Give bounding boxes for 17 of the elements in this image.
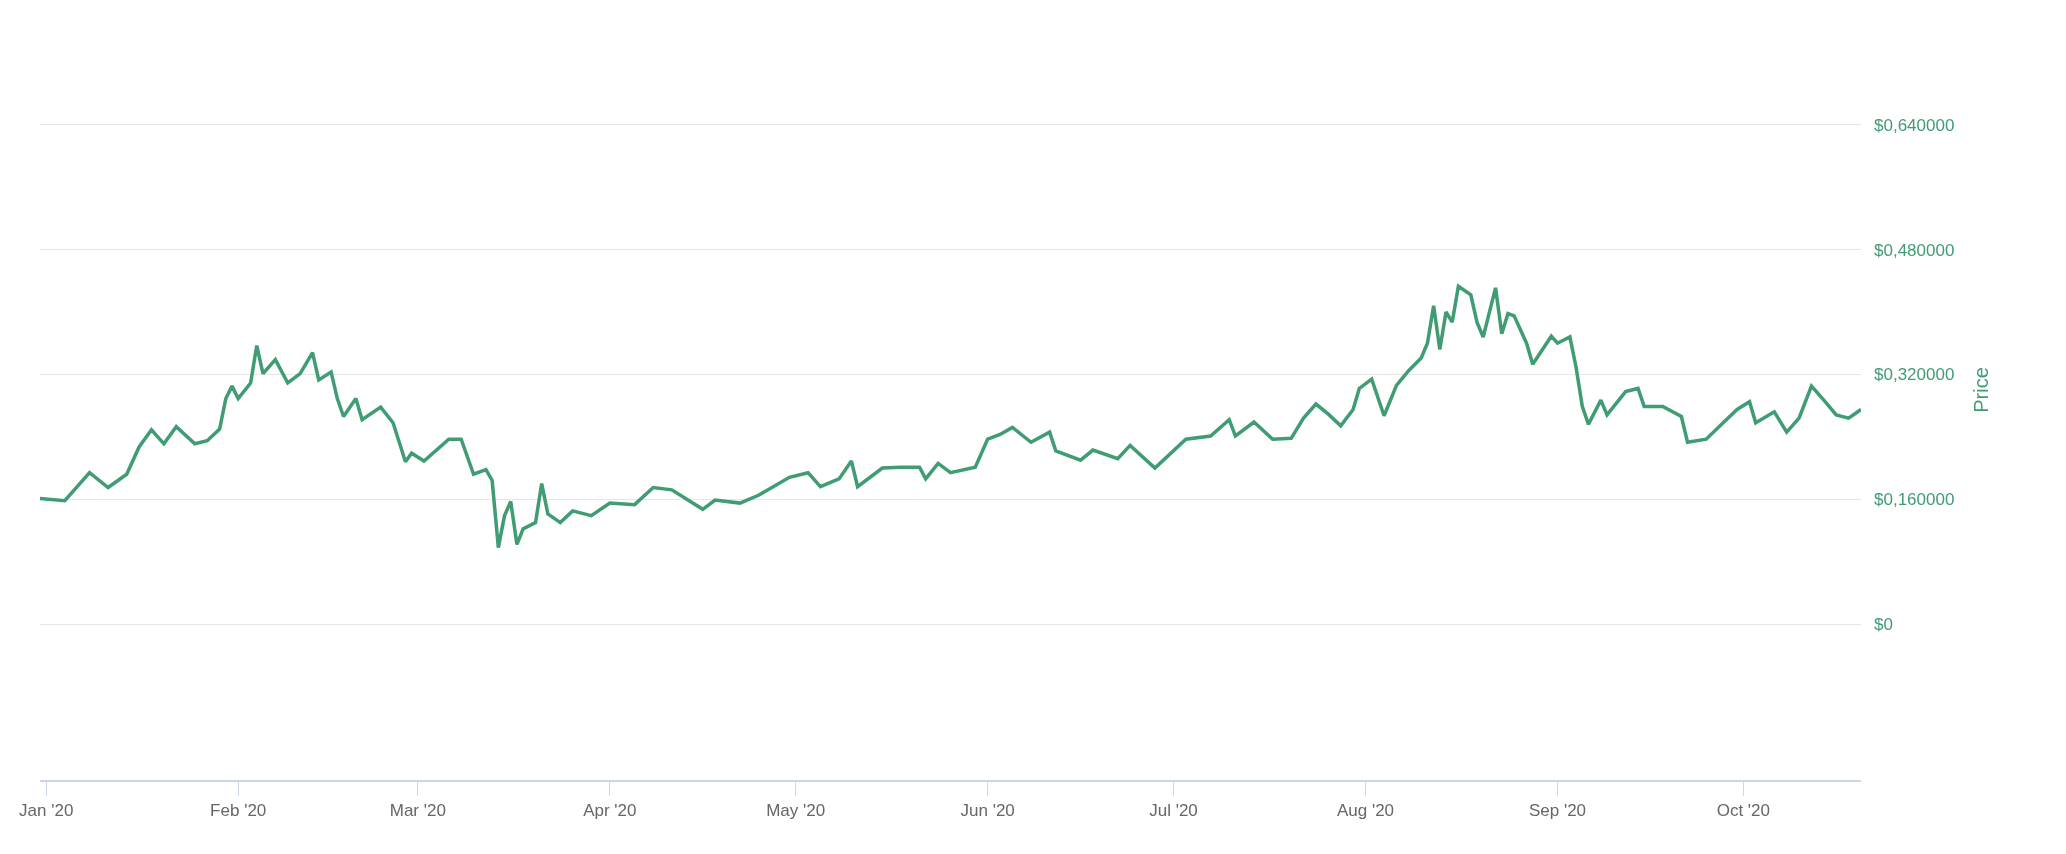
y-tick-label: $0,320000 <box>1874 365 1955 385</box>
y-tick-label: $0,160000 <box>1874 490 1955 510</box>
x-tick-label: Feb '20 <box>210 801 267 821</box>
x-tick-label: Oct '20 <box>1716 801 1770 821</box>
x-tick-label: Sep '20 <box>1528 801 1587 821</box>
y-tick-label: $0,640000 <box>1874 115 1955 135</box>
x-tick-label: Jan '20 <box>19 801 74 821</box>
x-tick-label: Aug '20 <box>1336 801 1395 821</box>
y-tick-label: $0 <box>1874 614 1893 634</box>
x-tick-label: Jun '20 <box>960 801 1015 821</box>
line-series <box>40 284 1861 550</box>
x-tick-label: Jul '20 <box>1149 801 1198 821</box>
y-axis-title: Price <box>1969 367 1992 413</box>
x-tick-label: Mar '20 <box>389 801 446 821</box>
x-tick-label: May '20 <box>766 801 826 821</box>
x-tick-label: Apr '20 <box>583 801 637 821</box>
y-tick-label: $0,480000 <box>1874 240 1955 260</box>
